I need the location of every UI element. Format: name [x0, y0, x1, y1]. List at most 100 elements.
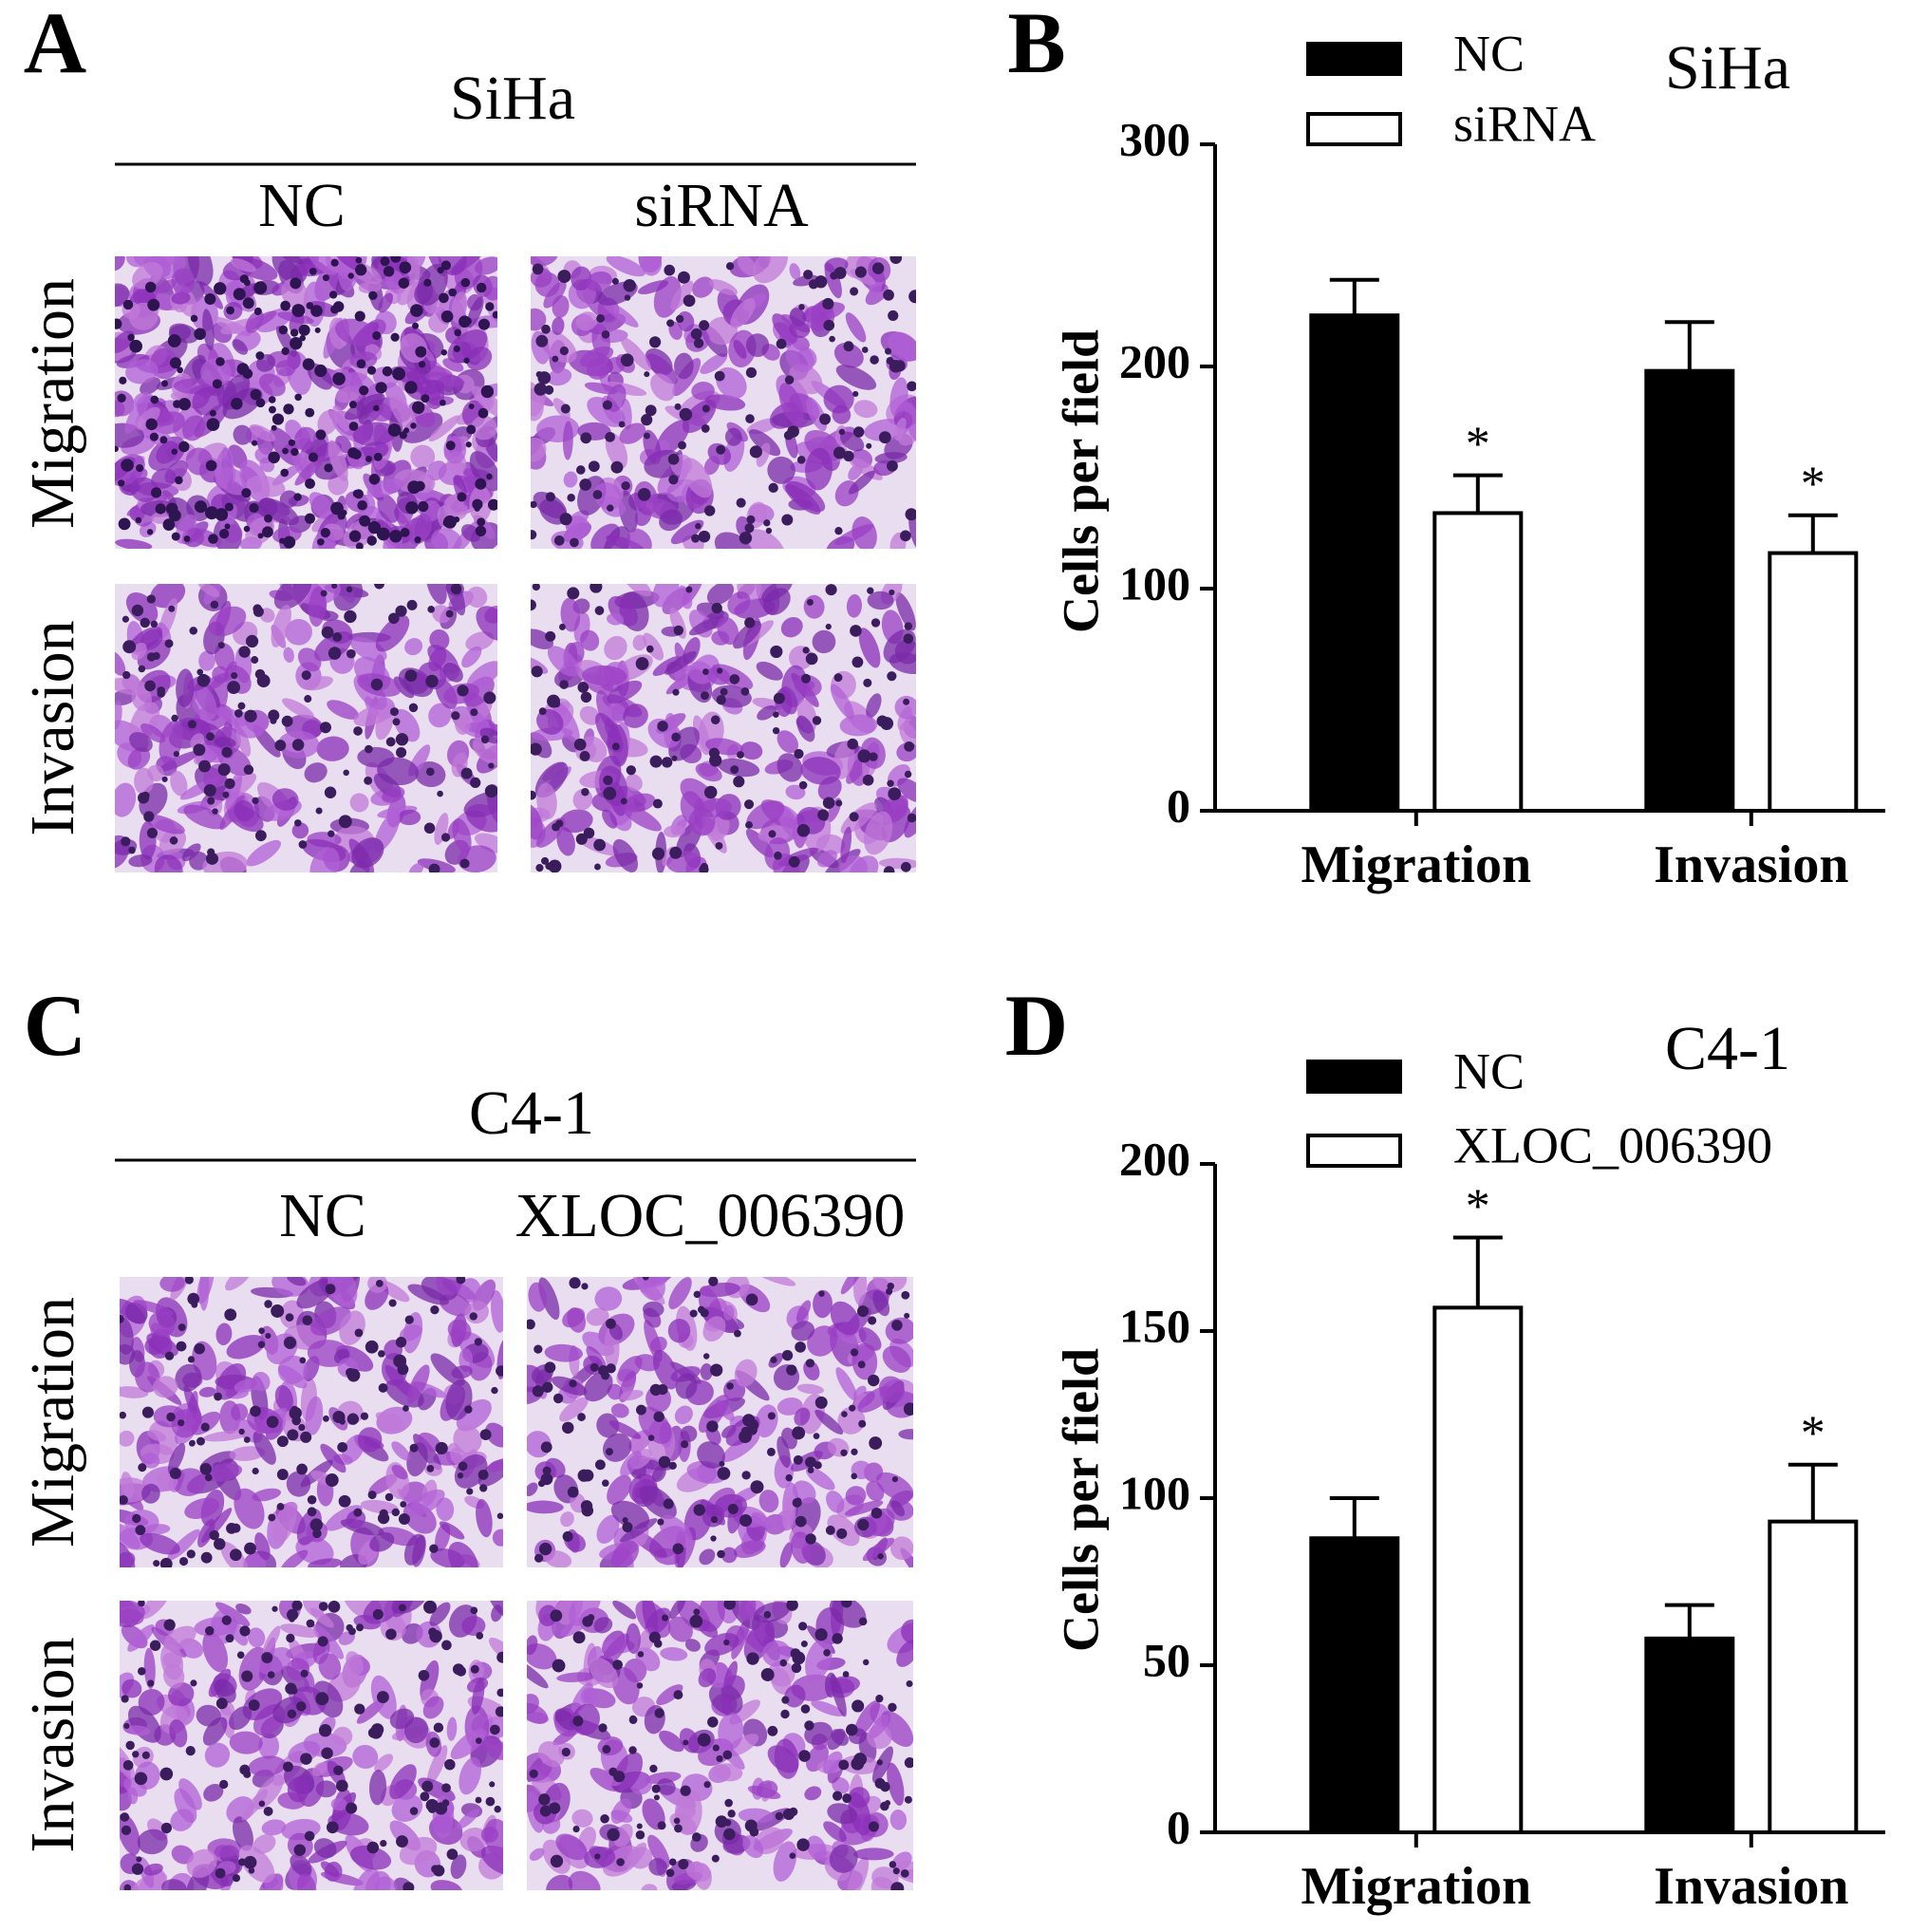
cell-nucleus — [164, 1823, 172, 1829]
cell-nucleus — [861, 347, 869, 353]
cell — [888, 331, 916, 362]
cell-nucleus — [375, 1279, 384, 1287]
cell-nucleus — [206, 732, 215, 741]
cell-nucleus — [290, 328, 299, 337]
cell-nucleus — [194, 1343, 203, 1353]
cell — [889, 652, 916, 675]
cell — [352, 1744, 379, 1770]
cell-nucleus — [120, 1494, 128, 1505]
cell-nucleus — [849, 812, 859, 822]
cell — [610, 1500, 650, 1529]
cell-nucleus — [121, 1695, 129, 1703]
cell-nucleus — [382, 366, 393, 377]
cell-nucleus — [178, 1419, 185, 1427]
cell — [897, 778, 916, 803]
cell-nucleus — [891, 1320, 903, 1331]
cell — [466, 586, 488, 608]
cell-nucleus — [484, 784, 497, 798]
micrograph — [115, 584, 497, 872]
cell-nucleus — [850, 625, 862, 637]
cell — [579, 705, 601, 725]
cell — [406, 1364, 430, 1404]
cell — [313, 1838, 337, 1859]
cell-nucleus — [671, 732, 681, 742]
cell — [637, 280, 669, 294]
cell-nucleus — [289, 1616, 295, 1623]
cell — [692, 276, 714, 298]
cell — [157, 622, 172, 644]
cell-nucleus — [890, 1882, 905, 1890]
cell — [737, 256, 757, 276]
cell-nucleus — [679, 407, 693, 422]
cell-nucleus — [561, 1747, 571, 1757]
cell — [751, 1511, 774, 1529]
cell-nucleus — [368, 291, 378, 301]
cell-nucleus — [378, 1382, 388, 1393]
cell-nucleus — [306, 1619, 315, 1628]
cell-nucleus — [178, 441, 190, 453]
cell-nucleus — [215, 1698, 228, 1710]
cell — [375, 706, 394, 741]
cell — [732, 620, 762, 649]
cell — [432, 605, 452, 624]
cell — [567, 1307, 587, 1333]
cell — [414, 281, 434, 305]
cell-nucleus — [541, 1381, 553, 1393]
cell — [829, 1844, 858, 1873]
cell — [272, 1502, 297, 1545]
cell-nucleus — [207, 797, 215, 805]
cell-nucleus — [702, 1353, 710, 1360]
cell-nucleus — [271, 424, 277, 431]
cell-nucleus — [291, 1416, 302, 1426]
cell-nucleus — [346, 1802, 358, 1814]
cell — [115, 650, 126, 676]
cell — [845, 1500, 884, 1516]
cell — [777, 730, 798, 754]
cell-nucleus — [903, 633, 914, 644]
cell-nucleus — [739, 1430, 752, 1443]
cell — [404, 1716, 429, 1744]
cell-nucleus — [346, 1413, 360, 1425]
cell-nucleus — [494, 1805, 501, 1813]
cell-nucleus — [203, 784, 216, 797]
cell — [612, 1666, 640, 1705]
cell-nucleus — [122, 1759, 134, 1771]
cell — [554, 1709, 577, 1731]
cell-nucleus — [230, 1548, 242, 1562]
cell — [618, 490, 638, 533]
cell-nucleus — [610, 460, 624, 474]
cell-nucleus — [580, 432, 592, 444]
cell-nucleus — [588, 460, 600, 473]
cell — [805, 1638, 833, 1681]
cell-nucleus — [245, 634, 259, 648]
cell-nucleus — [115, 318, 122, 329]
cell — [382, 786, 405, 803]
cell — [833, 342, 864, 368]
cell-nucleus — [466, 424, 477, 435]
cell-nucleus — [539, 1805, 552, 1817]
cell-nucleus — [208, 534, 218, 544]
cell — [687, 661, 714, 685]
cell — [866, 693, 882, 719]
cell-nucleus — [161, 776, 168, 782]
cell-nucleus — [337, 1441, 348, 1453]
cell-nucleus — [805, 652, 818, 666]
cell-nucleus — [194, 500, 208, 514]
cell-nucleus — [119, 376, 127, 385]
cell-nucleus — [425, 1798, 439, 1812]
cell — [571, 1809, 593, 1828]
cell-nucleus — [450, 584, 462, 595]
cell-nucleus — [812, 716, 822, 725]
cell — [896, 1639, 913, 1667]
cell — [153, 1376, 178, 1398]
cell-nucleus — [475, 1796, 482, 1804]
cell-nucleus — [264, 1300, 272, 1308]
cell-nucleus — [651, 847, 665, 860]
cell-nucleus — [183, 535, 191, 542]
cell-nucleus — [159, 1557, 173, 1567]
cell — [607, 612, 625, 626]
cell-nucleus — [884, 347, 892, 355]
cell — [794, 1407, 811, 1426]
cell-nucleus — [532, 584, 540, 591]
cell — [204, 1742, 231, 1768]
